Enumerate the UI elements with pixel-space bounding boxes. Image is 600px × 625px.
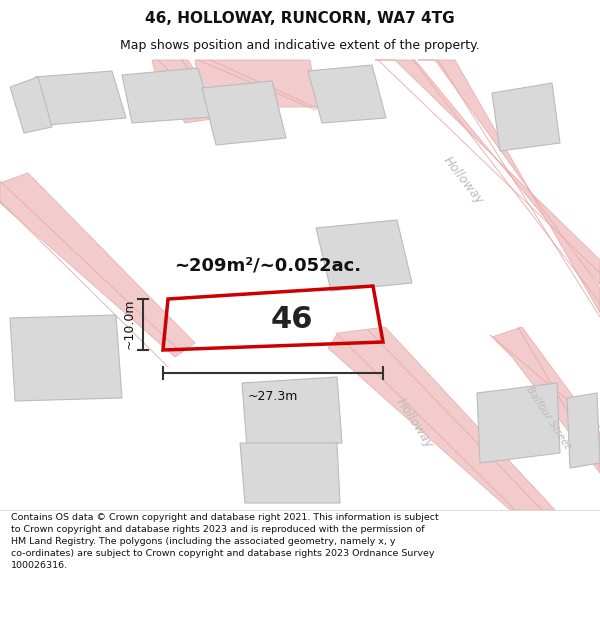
Text: Contains OS data © Crown copyright and database right 2021. This information is : Contains OS data © Crown copyright and d… bbox=[11, 514, 439, 569]
Polygon shape bbox=[308, 65, 386, 123]
Polygon shape bbox=[492, 327, 600, 473]
Polygon shape bbox=[10, 315, 122, 401]
Text: 46: 46 bbox=[271, 305, 313, 334]
Polygon shape bbox=[0, 173, 195, 357]
Polygon shape bbox=[122, 68, 212, 123]
Polygon shape bbox=[316, 220, 412, 291]
Polygon shape bbox=[35, 71, 126, 125]
Polygon shape bbox=[567, 393, 600, 468]
Polygon shape bbox=[152, 60, 225, 123]
Polygon shape bbox=[195, 60, 318, 107]
Text: ~10.0m: ~10.0m bbox=[122, 299, 136, 349]
Text: 46, HOLLOWAY, RUNCORN, WA7 4TG: 46, HOLLOWAY, RUNCORN, WA7 4TG bbox=[145, 11, 455, 26]
Text: Holloway: Holloway bbox=[394, 396, 436, 451]
Polygon shape bbox=[477, 383, 560, 463]
Text: ~27.3m: ~27.3m bbox=[248, 390, 298, 403]
Polygon shape bbox=[375, 60, 600, 285]
Text: ~209m²/~0.052ac.: ~209m²/~0.052ac. bbox=[175, 256, 362, 274]
Polygon shape bbox=[492, 83, 560, 151]
Text: Holloway: Holloway bbox=[440, 154, 485, 206]
Text: Balfour Street: Balfour Street bbox=[524, 385, 572, 451]
Polygon shape bbox=[418, 60, 600, 313]
Polygon shape bbox=[328, 327, 555, 510]
Polygon shape bbox=[202, 81, 286, 145]
Polygon shape bbox=[10, 77, 52, 133]
Text: Map shows position and indicative extent of the property.: Map shows position and indicative extent… bbox=[120, 39, 480, 51]
Polygon shape bbox=[240, 443, 340, 503]
Polygon shape bbox=[242, 377, 342, 448]
